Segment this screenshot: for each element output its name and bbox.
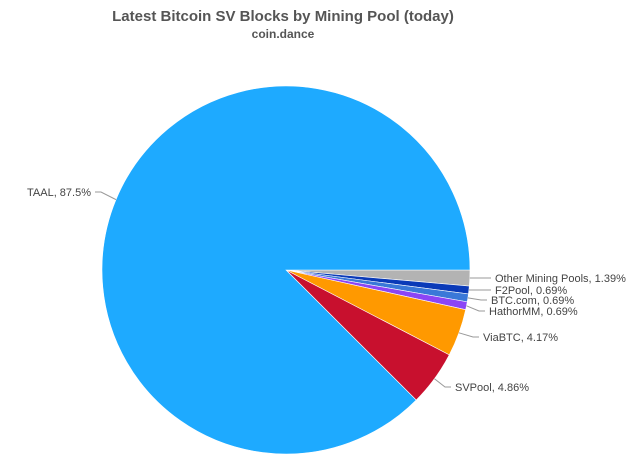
pie-label-f2pool: F2Pool, 0.69% [495, 285, 567, 297]
pie-connector-taal [95, 191, 117, 201]
pie-connector-hathormm [466, 305, 485, 312]
pie-label-svpool: SVPool, 4.86% [455, 382, 529, 394]
pie-connector-btc-com [467, 297, 487, 301]
chart-subtitle: coin.dance [252, 27, 315, 41]
pie-label-viabtc: ViaBTC, 4.17% [483, 332, 558, 344]
pie-labels: Other Mining Pools, 1.39%F2Pool, 0.69%BT… [27, 187, 626, 394]
pie-connector-viabtc [458, 332, 479, 338]
pie-connector-svpool [434, 378, 451, 388]
pie-slices [101, 85, 471, 455]
pie-label-taal: TAAL, 87.5% [27, 187, 91, 199]
pie-label-btc-com: BTC.com, 0.69% [491, 295, 574, 307]
pie-label-hathormm: HathorMM, 0.69% [489, 306, 578, 318]
chart-title: Latest Bitcoin SV Blocks by Mining Pool … [112, 8, 454, 25]
pie-slice-taal[interactable] [101, 85, 471, 455]
pie-label-other-mining-pools: Other Mining Pools, 1.39% [495, 273, 626, 285]
